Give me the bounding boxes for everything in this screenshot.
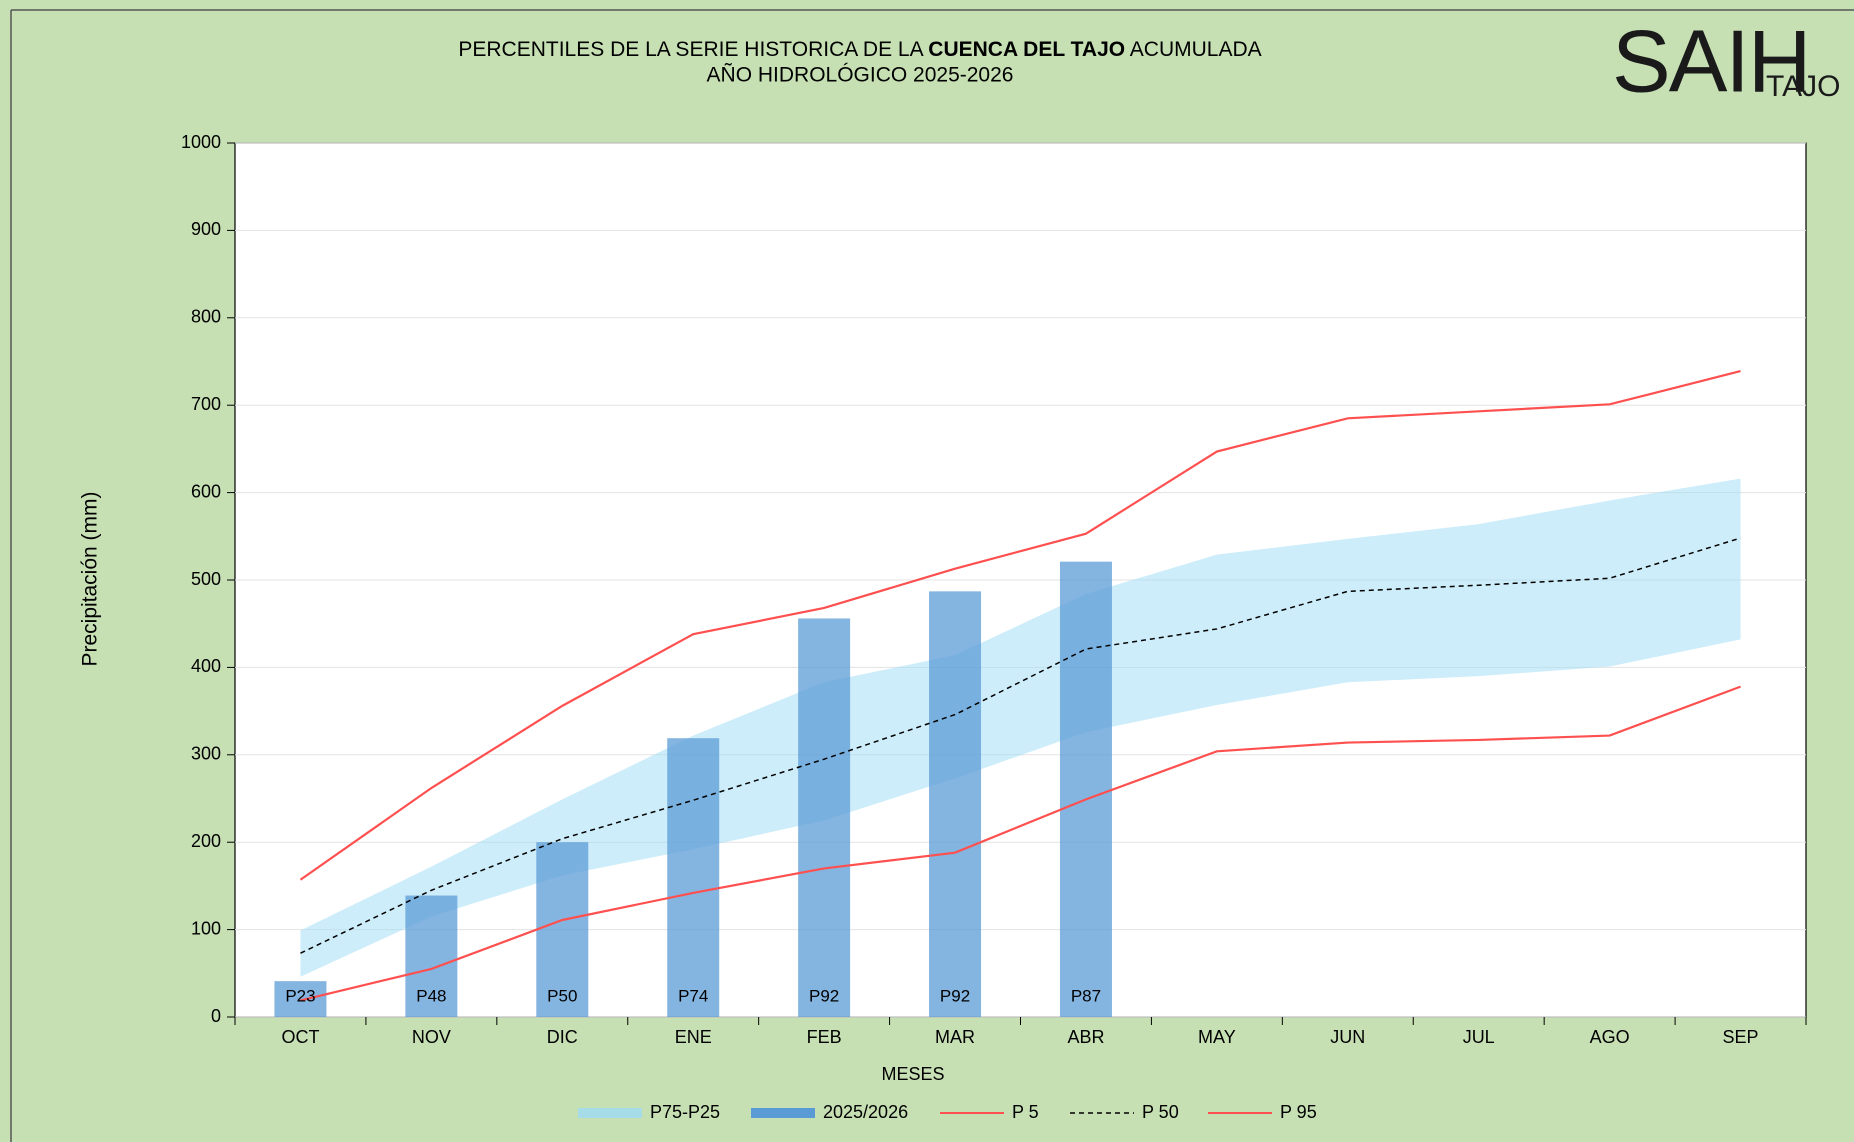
y-tick-label: 700 (191, 394, 221, 414)
x-tick-label: ABR (1067, 1027, 1104, 1047)
title-part: PERCENTILES DE LA SERIE HISTORICA DE LA (458, 38, 928, 61)
legend-swatch (751, 1108, 815, 1118)
title-part: CUENCA DEL TAJO (928, 38, 1125, 61)
y-tick-label: 300 (191, 744, 221, 764)
y-tick-label: 400 (191, 656, 221, 676)
line-series (300, 537, 1741, 954)
bar-label: P23 (285, 986, 315, 1005)
y-tick-label: 1000 (181, 132, 221, 152)
bar-label: P87 (1071, 986, 1101, 1005)
logo: SAIH (1612, 11, 1809, 110)
bar-label: P92 (809, 986, 839, 1005)
x-tick-label: SEP (1723, 1027, 1759, 1047)
x-tick-label: MAY (1198, 1027, 1236, 1047)
bar (929, 591, 982, 1017)
line-series (300, 685, 1741, 1002)
y-axis-label: Precipitación (mm) (79, 491, 102, 666)
bar (274, 981, 327, 1017)
legend-label: P 5 (1012, 1102, 1039, 1122)
bar-label: P50 (547, 986, 577, 1005)
y-tick-label: 900 (191, 219, 221, 239)
legend-label: 2025/2026 (823, 1102, 908, 1122)
y-tick-label: 200 (191, 831, 221, 851)
logo-sub: TAJO (1766, 70, 1840, 103)
bar (405, 895, 458, 1017)
bar-label: P48 (416, 986, 446, 1005)
y-tick-label: 0 (211, 1006, 221, 1026)
legend-label: P 95 (1280, 1102, 1317, 1122)
percentile-band (300, 478, 1741, 977)
legend-label: P 50 (1142, 1102, 1179, 1122)
x-tick-label: OCT (281, 1027, 319, 1047)
x-tick-label: AGO (1590, 1027, 1630, 1047)
legend-label: P75-P25 (650, 1102, 720, 1122)
bar-label: P92 (940, 986, 970, 1005)
y-tick-label: 500 (191, 569, 221, 589)
legend-swatch (578, 1108, 642, 1118)
x-tick-label: DIC (547, 1027, 578, 1047)
chart-subtitle: AÑO HIDROLÓGICO 2025-2026 (707, 63, 1014, 87)
x-tick-label: MAR (935, 1027, 975, 1047)
bar (1059, 561, 1112, 1017)
title-part: ACUMULADA (1125, 38, 1262, 61)
chart-title: PERCENTILES DE LA SERIE HISTORICA DE LA … (458, 38, 1261, 61)
y-tick-label: 100 (191, 918, 221, 938)
x-tick-label: FEB (807, 1027, 842, 1047)
bar-label: P74 (678, 986, 708, 1005)
x-tick-label: JUN (1330, 1027, 1365, 1047)
bar (667, 738, 720, 1017)
x-tick-label: NOV (412, 1027, 451, 1047)
x-tick-label: JUL (1463, 1027, 1495, 1047)
bar (536, 842, 589, 1017)
x-tick-label: ENE (675, 1027, 712, 1047)
x-axis-label: MESES (881, 1064, 944, 1084)
line-series (299, 370, 1741, 881)
y-tick-label: 800 (191, 307, 221, 327)
bar (798, 618, 851, 1017)
y-tick-label: 600 (191, 481, 221, 501)
